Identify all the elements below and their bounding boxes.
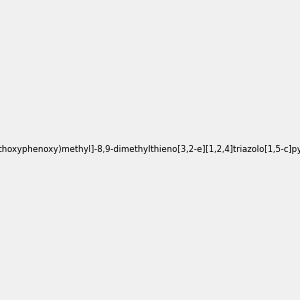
Text: 2-[(4-methoxyphenoxy)methyl]-8,9-dimethylthieno[3,2-e][1,2,4]triazolo[1,5-c]pyri: 2-[(4-methoxyphenoxy)methyl]-8,9-dimethy… — [0, 146, 300, 154]
